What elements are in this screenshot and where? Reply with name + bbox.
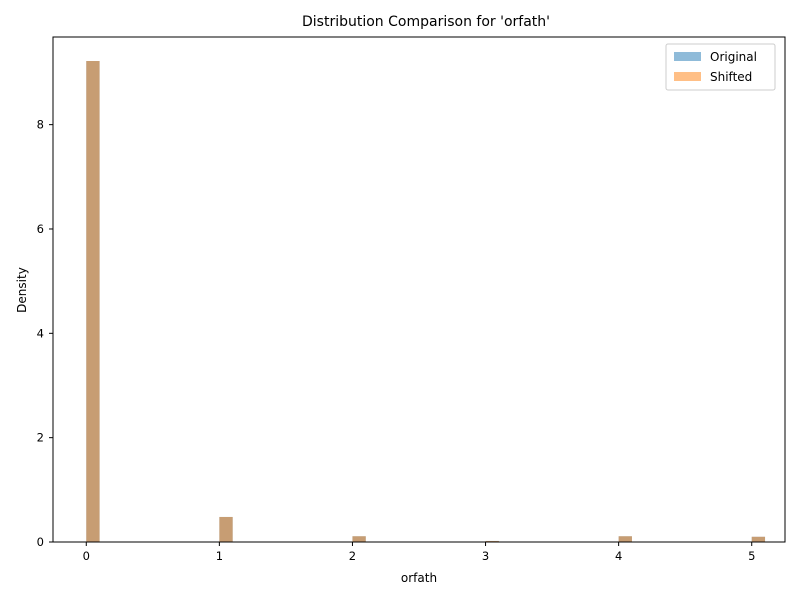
ticks-layer: 0 1 2 3 4 5 0 2 4 6 8 <box>37 118 756 563</box>
y-axis-label: Density <box>15 267 29 313</box>
bar-shifted-1 <box>219 516 233 542</box>
x-tick-label: 5 <box>748 549 755 563</box>
bar-shifted-4 <box>618 536 632 542</box>
y-tick-label: 6 <box>37 222 44 236</box>
legend-swatch-shifted <box>674 72 701 81</box>
x-axis-label: orfath <box>401 571 437 585</box>
chart-title: Distribution Comparison for 'orfath' <box>302 14 550 30</box>
x-tick-label: 0 <box>83 549 90 563</box>
y-tick-label: 8 <box>37 118 44 132</box>
legend-swatch-original <box>674 52 701 61</box>
bar-shifted-5 <box>751 536 766 542</box>
legend: Original Shifted <box>665 43 776 91</box>
x-tick-label: 4 <box>615 549 622 563</box>
axes-layer <box>52 36 786 543</box>
x-tick-label: 2 <box>349 549 356 563</box>
x-tick-label: 1 <box>216 549 223 563</box>
y-tick-label: 0 <box>37 535 44 549</box>
bar-shifted-0 <box>86 61 100 542</box>
plot-frame <box>52 36 786 543</box>
y-tick-label: 4 <box>37 326 44 340</box>
legend-label-original: Original <box>710 50 757 64</box>
bar-shifted-2 <box>352 536 366 542</box>
legend-label-shifted: Shifted <box>710 70 752 84</box>
bar-shifted-3 <box>485 540 499 542</box>
bars-layer <box>86 61 766 542</box>
y-tick-label: 2 <box>37 431 44 445</box>
x-tick-label: 3 <box>482 549 489 563</box>
